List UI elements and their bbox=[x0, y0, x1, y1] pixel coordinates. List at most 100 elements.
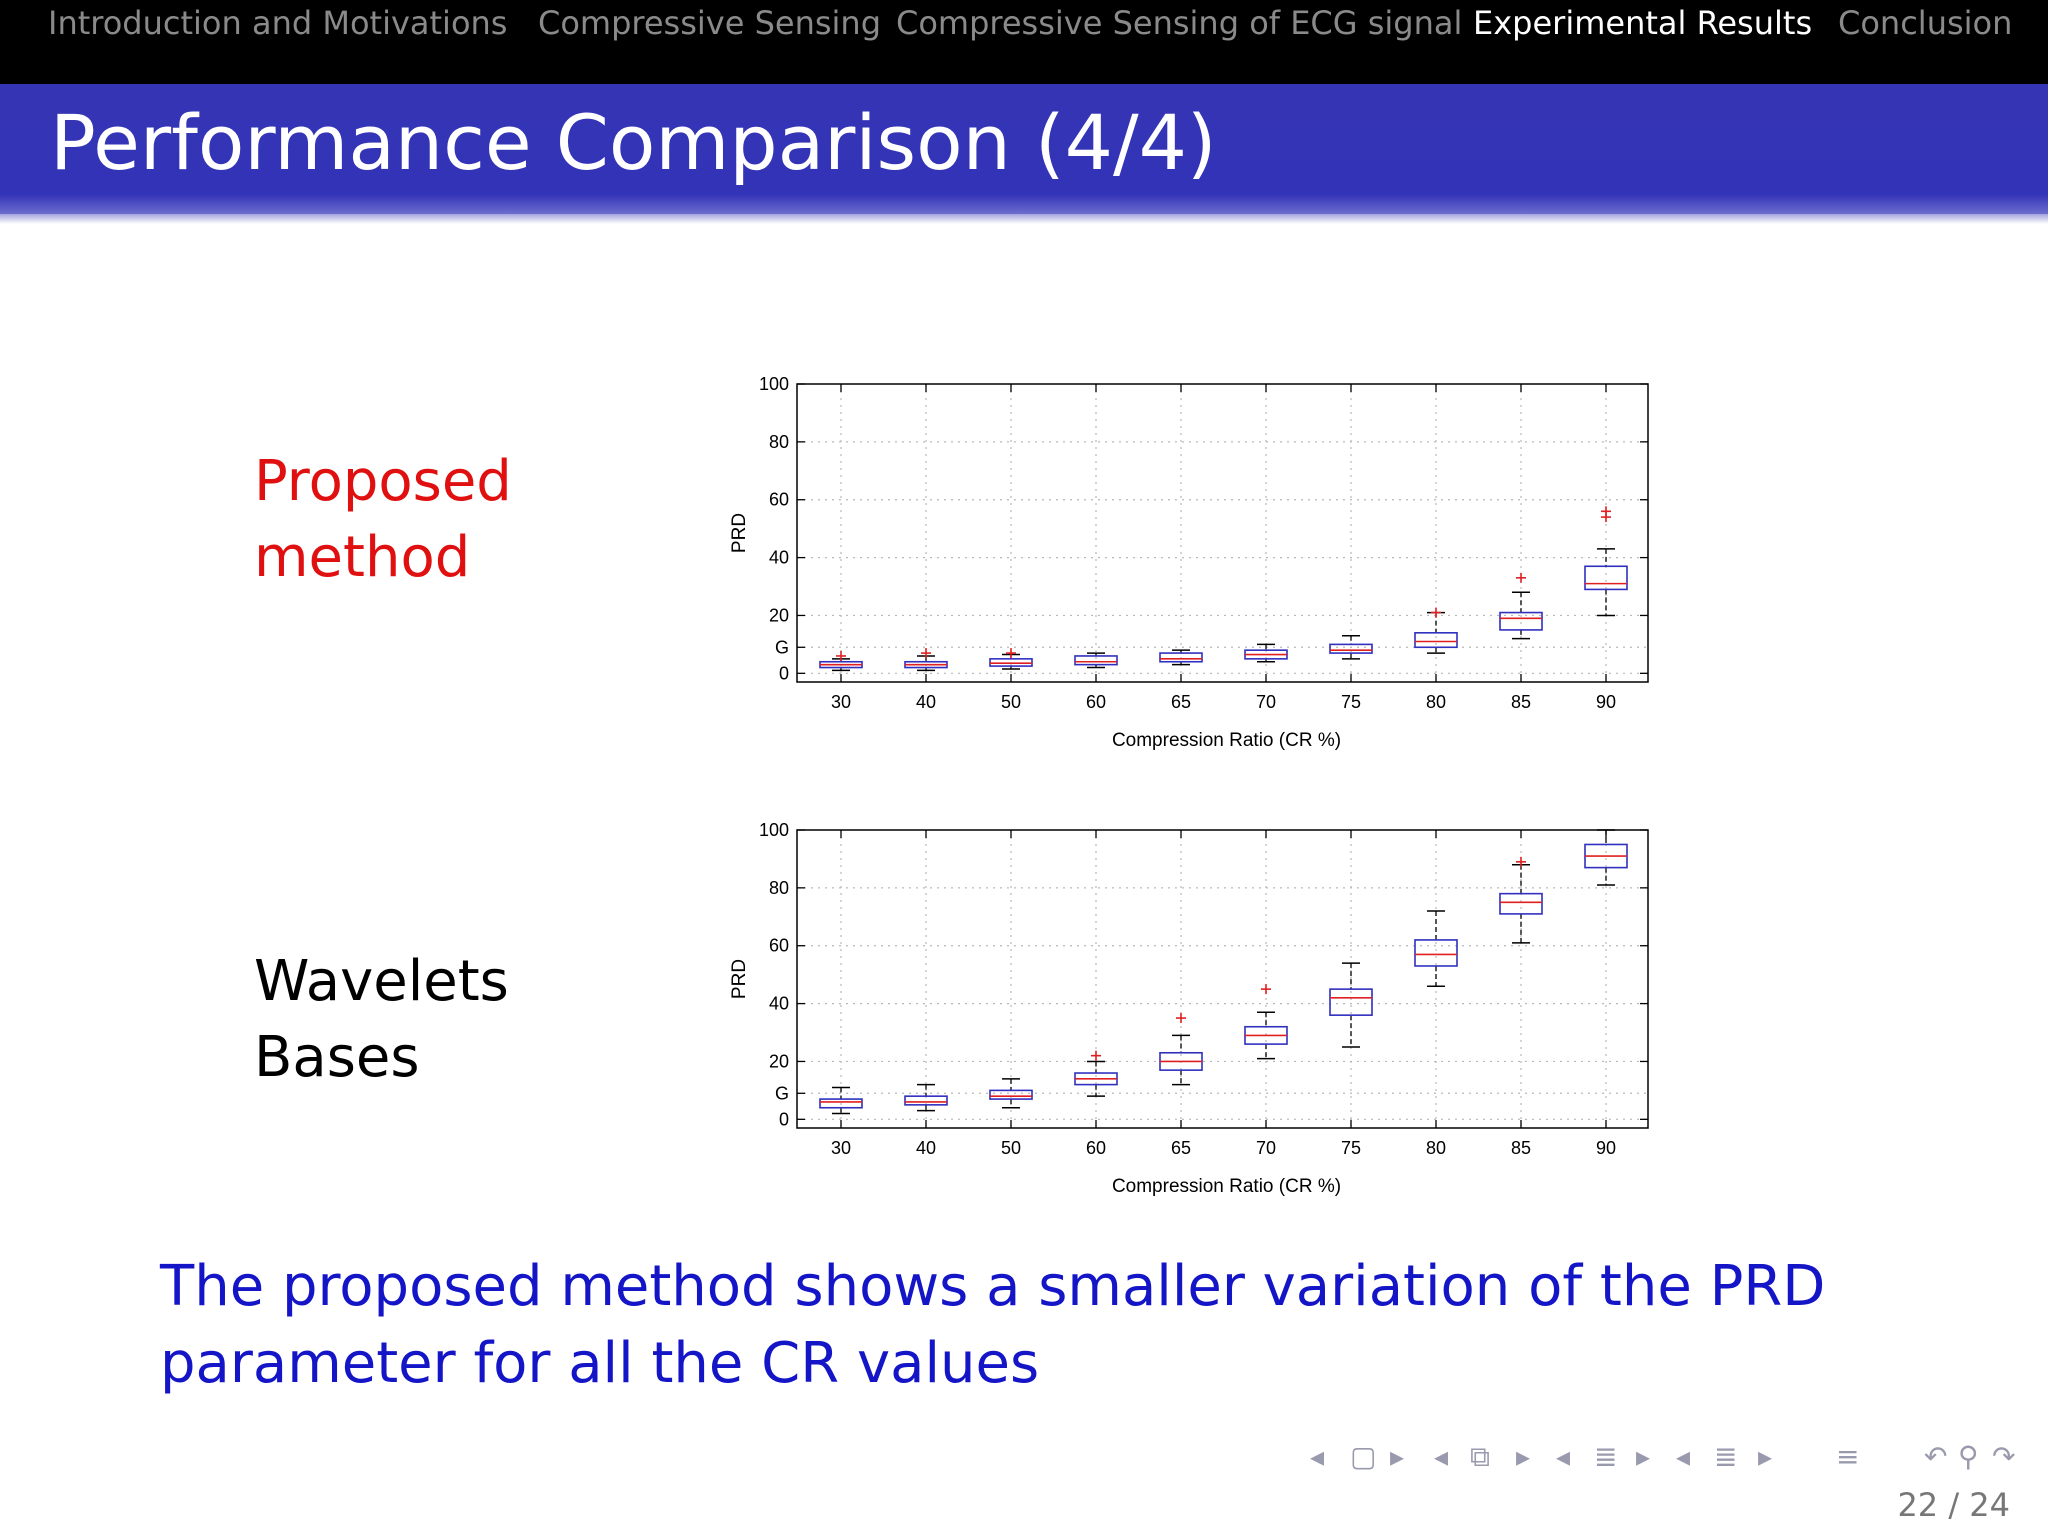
x-tick-label: 40 bbox=[916, 1138, 936, 1158]
page-separator: / bbox=[1948, 1486, 1960, 1524]
box-70 bbox=[1244, 984, 1288, 1060]
frame-icon[interactable]: ▢ bbox=[1350, 1440, 1377, 1473]
undo-icon[interactable]: ↶ bbox=[1924, 1440, 1948, 1473]
x-tick-label: 60 bbox=[1086, 692, 1106, 712]
box-75 bbox=[1329, 634, 1373, 660]
y-tick-label: 20 bbox=[769, 1051, 789, 1071]
nav-section-introduction[interactable]: Introduction and Motivations bbox=[48, 4, 508, 42]
label-wavelets-bases: Wavelets Bases bbox=[254, 944, 509, 1096]
redo-icon[interactable]: ↷ bbox=[1992, 1440, 2016, 1473]
align-icon[interactable]: ≡ bbox=[1836, 1440, 1860, 1473]
y-axis-label: PRD bbox=[729, 959, 750, 999]
box-50 bbox=[989, 1078, 1033, 1109]
plot-frame bbox=[796, 829, 1649, 1129]
box-iqr bbox=[1074, 655, 1118, 666]
boxplot-proposed-method: 0 20 40 60 80 100 G 30 40 50 60 65 70 75 80 85 90 Compres… bbox=[729, 374, 1649, 751]
box-90 bbox=[1584, 506, 1628, 617]
x-tick-label: 50 bbox=[1001, 1138, 1021, 1158]
prev-section-arrow-icon[interactable]: ◂ bbox=[1556, 1440, 1571, 1473]
x-axis-label: Compression Ratio (CR %) bbox=[1112, 730, 1341, 751]
nav-section-cs-ecg[interactable]: Compressive Sensing of ECG signal bbox=[896, 4, 1463, 42]
box-40 bbox=[904, 1083, 948, 1112]
box-75 bbox=[1329, 962, 1373, 1048]
box-iqr bbox=[1414, 939, 1458, 967]
x-tick-label: 30 bbox=[831, 1138, 851, 1158]
y-tick-label: G bbox=[775, 1083, 789, 1103]
box-iqr bbox=[1499, 892, 1543, 915]
box-50 bbox=[989, 648, 1033, 670]
box-iqr bbox=[1329, 988, 1373, 1016]
title-bar bbox=[0, 84, 2048, 214]
y-tick-label: 0 bbox=[779, 1109, 789, 1129]
y-tick-label: 100 bbox=[759, 820, 789, 840]
box-65 bbox=[1159, 649, 1203, 666]
box-iqr bbox=[1414, 632, 1458, 649]
section-navigation: Introduction and Motivations Compressive… bbox=[0, 0, 2048, 84]
x-tick-label: 65 bbox=[1171, 692, 1191, 712]
box-85 bbox=[1499, 856, 1543, 944]
box-80 bbox=[1414, 607, 1458, 654]
y-tick-label: 100 bbox=[759, 374, 789, 394]
subsection-icon[interactable]: ⧉ bbox=[1470, 1440, 1490, 1473]
box-60 bbox=[1074, 1050, 1118, 1097]
next-section-arrow-icon[interactable]: ▸ bbox=[1636, 1440, 1651, 1473]
box-iqr bbox=[1329, 643, 1373, 654]
nav-section-conclusion[interactable]: Conclusion bbox=[1838, 4, 2013, 42]
box-iqr bbox=[1499, 611, 1543, 631]
y-tick-label: 80 bbox=[769, 432, 789, 452]
page-current: 22 bbox=[1897, 1486, 1939, 1524]
page-title: Performance Comparison (4/4) bbox=[50, 98, 1217, 187]
page-counter: 22 / 24 bbox=[1870, 1486, 2010, 1524]
y-tick-label: 60 bbox=[769, 936, 789, 956]
prev-frame-arrow-icon[interactable]: ◂ bbox=[1310, 1440, 1325, 1473]
x-tick-label: 40 bbox=[916, 692, 936, 712]
section-icon[interactable]: ≣ bbox=[1594, 1440, 1618, 1473]
y-axis-label: PRD bbox=[729, 513, 750, 553]
label-proposed-method: Proposed method bbox=[254, 444, 512, 596]
box-iqr bbox=[904, 1095, 948, 1106]
nav-section-experimental-results[interactable]: Experimental Results bbox=[1473, 4, 1813, 42]
box-iqr bbox=[989, 1089, 1033, 1100]
y-tick-label: 60 bbox=[769, 490, 789, 510]
y-tick-label: G bbox=[775, 637, 789, 657]
y-tick-label: 40 bbox=[769, 994, 789, 1014]
conclusion-line-1: The proposed method shows a smaller vari… bbox=[160, 1254, 1826, 1319]
y-tick-label: 80 bbox=[769, 878, 789, 898]
y-tick-label: 0 bbox=[779, 663, 789, 683]
x-tick-label: 85 bbox=[1511, 1138, 1531, 1158]
plot-frame bbox=[796, 383, 1649, 683]
conclusion-line-2: parameter for all the CR values bbox=[160, 1331, 1040, 1396]
prev-subsection-arrow-icon[interactable]: ◂ bbox=[1434, 1440, 1449, 1473]
search-icon[interactable]: ⚲ bbox=[1958, 1440, 1979, 1473]
x-tick-label: 30 bbox=[831, 692, 851, 712]
box-30 bbox=[819, 1086, 863, 1115]
next-document-arrow-icon[interactable]: ▸ bbox=[1758, 1440, 1773, 1473]
x-tick-label: 70 bbox=[1256, 692, 1276, 712]
x-tick-label: 90 bbox=[1596, 692, 1616, 712]
x-tick-label: 85 bbox=[1511, 692, 1531, 712]
next-frame-arrow-icon[interactable]: ▸ bbox=[1390, 1440, 1405, 1473]
x-tick-label: 80 bbox=[1426, 692, 1446, 712]
box-iqr bbox=[1584, 565, 1628, 591]
x-tick-label: 70 bbox=[1256, 1138, 1276, 1158]
box-90 bbox=[1584, 829, 1628, 886]
label-wavelets-line1: Wavelets bbox=[254, 949, 509, 1014]
beamer-navigation: ◂ ▢ ▸ ◂ ⧉ ▸ ◂ ≣ ▸ ◂ ≣ ▸ ≡ ↶ ⚲ ↷ bbox=[1310, 1440, 2030, 1480]
box-65 bbox=[1159, 1013, 1203, 1086]
prev-document-arrow-icon[interactable]: ◂ bbox=[1676, 1440, 1691, 1473]
y-tick-label: 40 bbox=[769, 548, 789, 568]
box-60 bbox=[1074, 652, 1118, 669]
x-axis-label: Compression Ratio (CR %) bbox=[1112, 1176, 1341, 1197]
label-proposed-line2: method bbox=[254, 525, 471, 590]
document-icon[interactable]: ≣ bbox=[1714, 1440, 1738, 1473]
page-total: 24 bbox=[1969, 1486, 2010, 1524]
box-iqr bbox=[1159, 652, 1203, 663]
label-proposed-line1: Proposed bbox=[254, 449, 512, 514]
x-tick-label: 90 bbox=[1596, 1138, 1616, 1158]
title-bar-shadow bbox=[0, 214, 2048, 224]
box-40 bbox=[904, 648, 948, 672]
y-tick-label: 20 bbox=[769, 605, 789, 625]
nav-section-compressive-sensing[interactable]: Compressive Sensing bbox=[538, 4, 882, 42]
next-subsection-arrow-icon[interactable]: ▸ bbox=[1516, 1440, 1531, 1473]
conclusion-text: The proposed method shows a smaller vari… bbox=[160, 1248, 1826, 1402]
